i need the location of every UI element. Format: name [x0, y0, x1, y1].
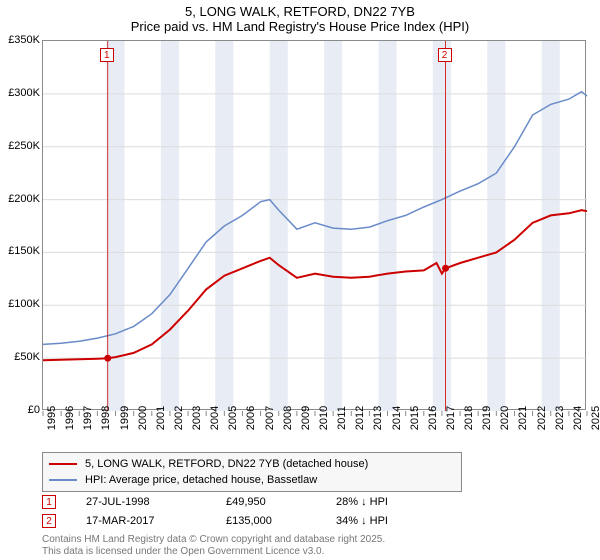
marker-table-badge: 2 [42, 514, 56, 528]
y-tick-label: £350K [8, 34, 40, 46]
marker-delta: 28% ↓ HPI [336, 496, 476, 508]
title-block: 5, LONG WALK, RETFORD, DN22 7YB Price pa… [0, 0, 600, 36]
y-tick-label: £100K [8, 298, 40, 310]
x-tick-label: 1999 [119, 406, 131, 430]
footer-line2: This data is licensed under the Open Gov… [42, 546, 385, 558]
legend-label: 5, LONG WALK, RETFORD, DN22 7YB (detache… [85, 458, 368, 470]
x-tick-label: 1998 [100, 406, 112, 430]
x-tick-label: 2015 [409, 406, 421, 430]
x-tick-label: 2024 [572, 406, 584, 430]
x-tick-label: 1995 [46, 406, 58, 430]
y-tick-label: £200K [8, 193, 40, 205]
x-tick-label: 2013 [372, 406, 384, 430]
legend-box: 5, LONG WALK, RETFORD, DN22 7YB (detache… [42, 452, 462, 492]
x-tick-label: 2019 [481, 406, 493, 430]
x-tick-label: 2002 [173, 406, 185, 430]
chart-svg [43, 41, 585, 409]
legend-row: 5, LONG WALK, RETFORD, DN22 7YB (detache… [49, 456, 455, 472]
x-tick-label: 2017 [445, 406, 457, 430]
footer-attribution: Contains HM Land Registry data © Crown c… [42, 534, 385, 557]
x-tick-label: 2008 [282, 406, 294, 430]
x-tick-label: 2012 [354, 406, 366, 430]
x-tick-label: 2018 [463, 406, 475, 430]
x-tick-label: 2003 [191, 406, 203, 430]
marker-price: £49,950 [226, 496, 336, 508]
chart-marker-badge: 2 [438, 48, 452, 62]
marker-table-row: 1 27-JUL-1998£49,95028% ↓ HPI [42, 492, 582, 511]
x-tick-label: 2025 [590, 406, 600, 430]
y-tick-label: £150K [8, 245, 40, 257]
x-tick-label: 2016 [427, 406, 439, 430]
title-subtitle: Price paid vs. HM Land Registry's House … [0, 19, 600, 34]
x-tick-label: 2022 [536, 406, 548, 430]
footer-line1: Contains HM Land Registry data © Crown c… [42, 534, 385, 546]
legend-swatch [49, 463, 77, 465]
legend-row: HPI: Average price, detached house, Bass… [49, 472, 455, 488]
x-tick-label: 2014 [391, 406, 403, 430]
chart-marker-badge: 1 [100, 48, 114, 62]
marker-table-row: 2 17-MAR-2017£135,00034% ↓ HPI [42, 511, 582, 530]
legend-swatch [49, 479, 77, 481]
x-tick-label: 2007 [264, 406, 276, 430]
y-tick-label: £300K [8, 87, 40, 99]
x-tick-label: 2020 [499, 406, 511, 430]
marker-table: 1 27-JUL-1998£49,95028% ↓ HPI 2 17-MAR-2017… [42, 492, 582, 530]
y-tick-label: £250K [8, 140, 40, 152]
y-tick-label: £50K [14, 351, 40, 363]
x-tick-label: 2011 [336, 406, 348, 430]
chart-plot-area [42, 40, 586, 410]
title-address: 5, LONG WALK, RETFORD, DN22 7YB [0, 4, 600, 19]
x-tick-label: 2010 [318, 406, 330, 430]
legend-label: HPI: Average price, detached house, Bass… [85, 474, 317, 486]
marker-delta: 34% ↓ HPI [336, 515, 476, 527]
x-tick-label: 2005 [227, 406, 239, 430]
x-tick-label: 1996 [64, 406, 76, 430]
x-tick-label: 2009 [300, 406, 312, 430]
x-tick-label: 2006 [245, 406, 257, 430]
y-tick-label: £0 [28, 404, 40, 416]
marker-price: £135,000 [226, 515, 336, 527]
x-tick-label: 1997 [82, 406, 94, 430]
x-tick-label: 2021 [517, 406, 529, 430]
x-tick-label: 2004 [209, 406, 221, 430]
x-tick-label: 2023 [554, 406, 566, 430]
chart-container: 5, LONG WALK, RETFORD, DN22 7YB Price pa… [0, 0, 600, 560]
marker-date: 27-JUL-1998 [86, 496, 226, 508]
marker-date: 17-MAR-2017 [86, 515, 226, 527]
marker-table-badge: 1 [42, 495, 56, 509]
x-tick-label: 2000 [137, 406, 149, 430]
x-tick-label: 2001 [155, 406, 167, 430]
